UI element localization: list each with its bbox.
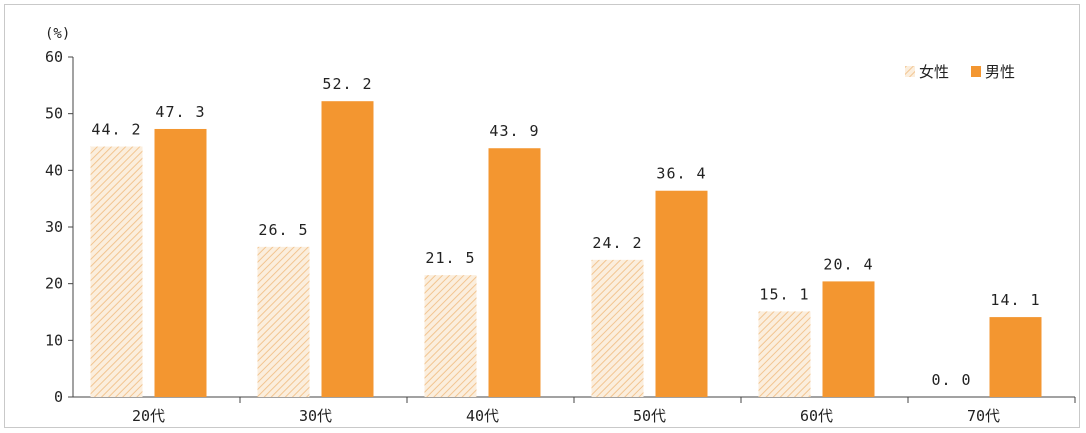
data-label-female: 24. 2	[592, 234, 642, 252]
x-category-label: 50代	[633, 407, 666, 425]
bar-male-4	[822, 281, 875, 397]
y-tick-label: 50	[45, 105, 63, 123]
chart-axes	[72, 57, 1075, 398]
y-axis-ticks: 0 10 20 30 40 50 60	[45, 48, 73, 406]
chart-legend: 女性 男性	[905, 63, 1015, 81]
y-tick-label: 10	[45, 331, 63, 349]
data-label-male: 14. 1	[990, 291, 1040, 309]
data-label-male: 43. 9	[489, 122, 539, 140]
legend-label-female: 女性	[919, 63, 949, 81]
bar-male-3	[655, 190, 708, 397]
data-label-female: 26. 5	[258, 221, 308, 239]
bar-female-4	[758, 311, 811, 397]
data-label-female: 44. 2	[91, 121, 141, 139]
x-category-label: 60代	[800, 407, 833, 425]
x-category-label: 20代	[132, 407, 165, 425]
chart-data-labels: 44. 2 47. 3 26. 5 52. 2 21. 5 43. 9 24. 2 36. 4…	[91, 75, 1040, 389]
data-label-male: 20. 4	[823, 255, 873, 273]
data-label-female: 0. 0	[931, 371, 971, 389]
legend-swatch-female	[905, 66, 915, 77]
data-label-female: 15. 1	[759, 285, 809, 303]
x-axis-labels: 20代 30代 40代 50代 60代 70代	[132, 397, 1076, 425]
y-tick-label: 0	[54, 388, 63, 406]
bar-chart: (%) 0 10 20 30 40 50 60 44. 2 47. 3 26. 5 52. 2 21…	[45, 26, 1076, 425]
x-category-label: 30代	[299, 407, 332, 425]
y-tick-label: 30	[45, 218, 63, 236]
legend-swatch-male	[971, 66, 981, 77]
data-label-male: 36. 4	[656, 165, 706, 183]
x-category-label: 70代	[967, 407, 1000, 425]
x-category-label: 40代	[466, 407, 499, 425]
bar-female-2	[424, 275, 477, 397]
y-axis-unit-label: (%)	[45, 26, 70, 42]
y-tick-label: 40	[45, 161, 63, 179]
bar-male-1	[321, 101, 374, 397]
chart-frame: (%) 0 10 20 30 40 50 60 44. 2 47. 3 26. 5 52. 2 21…	[4, 4, 1080, 428]
chart-bars	[90, 101, 1042, 397]
bar-male-0	[154, 128, 207, 397]
legend-label-male: 男性	[985, 63, 1015, 81]
bar-female-1	[257, 246, 310, 397]
data-label-male: 47. 3	[155, 103, 205, 121]
bar-male-5	[989, 317, 1042, 397]
bar-male-2	[488, 148, 541, 397]
bar-female-0	[90, 146, 143, 397]
y-tick-label: 60	[45, 48, 63, 66]
y-tick-label: 20	[45, 275, 63, 293]
data-label-female: 21. 5	[425, 249, 475, 267]
bar-female-3	[591, 259, 644, 397]
data-label-male: 52. 2	[322, 75, 372, 93]
